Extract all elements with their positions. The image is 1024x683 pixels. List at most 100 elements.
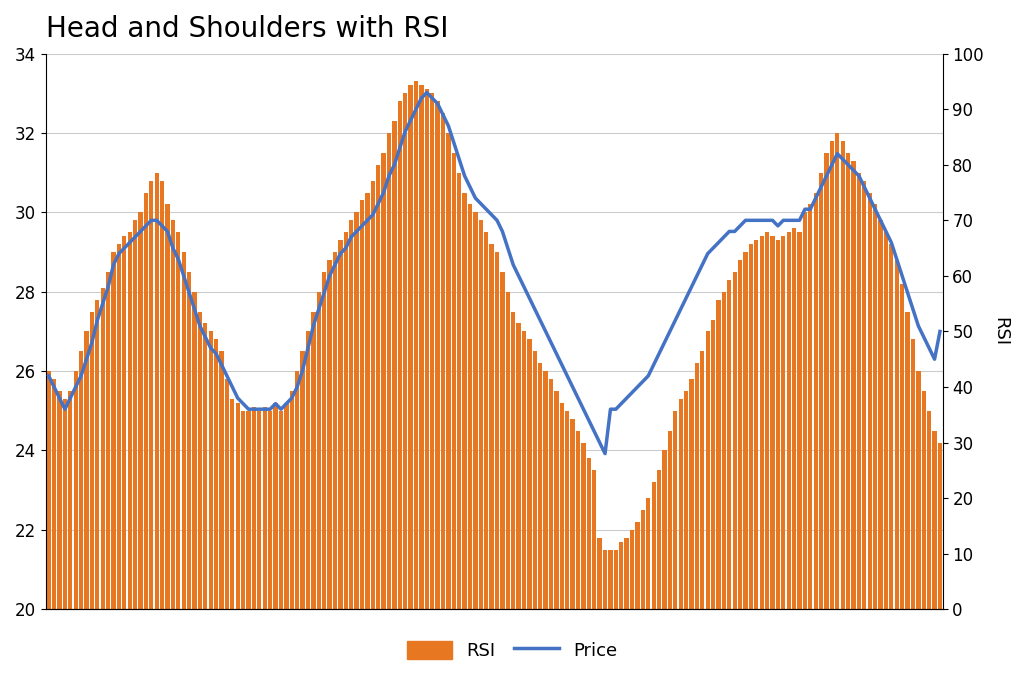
Bar — [829, 141, 835, 609]
Bar — [316, 292, 321, 609]
Bar — [700, 351, 705, 609]
Bar — [354, 212, 358, 609]
Bar — [403, 94, 408, 609]
Bar — [441, 113, 445, 609]
Bar — [554, 391, 559, 609]
Bar — [846, 153, 850, 609]
Bar — [495, 252, 499, 609]
Bar — [641, 510, 645, 609]
Bar — [414, 81, 418, 609]
Bar — [150, 180, 154, 609]
Bar — [613, 550, 618, 609]
Bar — [857, 173, 861, 609]
Bar — [663, 451, 667, 609]
Bar — [657, 471, 662, 609]
Bar — [879, 221, 883, 609]
Bar — [247, 410, 251, 609]
Bar — [311, 311, 315, 609]
Bar — [544, 371, 548, 609]
Bar — [268, 410, 272, 609]
Bar — [506, 292, 510, 609]
Bar — [430, 94, 434, 609]
Bar — [749, 244, 753, 609]
Bar — [668, 430, 672, 609]
Bar — [176, 232, 180, 609]
Bar — [262, 407, 267, 609]
Bar — [933, 430, 937, 609]
Bar — [452, 153, 456, 609]
Bar — [792, 228, 797, 609]
Bar — [565, 410, 569, 609]
Bar — [52, 379, 56, 609]
Bar — [90, 311, 94, 609]
Bar — [592, 471, 596, 609]
Bar — [770, 236, 775, 609]
Bar — [306, 331, 310, 609]
Bar — [214, 339, 218, 609]
Bar — [706, 331, 710, 609]
Bar — [446, 133, 451, 609]
Bar — [138, 212, 142, 609]
Bar — [193, 292, 197, 609]
Bar — [112, 252, 116, 609]
Bar — [717, 300, 721, 609]
Bar — [862, 180, 866, 609]
Bar — [165, 204, 170, 609]
Bar — [252, 407, 256, 609]
Bar — [489, 244, 494, 609]
Bar — [133, 221, 137, 609]
Bar — [781, 236, 785, 609]
Bar — [689, 379, 693, 609]
Bar — [560, 403, 564, 609]
Bar — [608, 550, 612, 609]
Bar — [516, 324, 521, 609]
Bar — [279, 410, 283, 609]
Bar — [895, 260, 899, 609]
Bar — [765, 232, 769, 609]
Bar — [219, 351, 223, 609]
Bar — [484, 232, 488, 609]
Bar — [776, 240, 780, 609]
Bar — [905, 311, 909, 609]
Bar — [549, 379, 553, 609]
Bar — [819, 173, 823, 609]
Bar — [409, 85, 413, 609]
Bar — [884, 232, 888, 609]
Bar — [392, 121, 396, 609]
Bar — [738, 260, 742, 609]
Bar — [62, 399, 67, 609]
Bar — [813, 193, 818, 609]
Bar — [570, 419, 574, 609]
Bar — [171, 221, 175, 609]
Bar — [344, 232, 348, 609]
Bar — [522, 331, 526, 609]
Bar — [798, 232, 802, 609]
Bar — [620, 542, 624, 609]
Bar — [273, 403, 278, 609]
Bar — [203, 324, 208, 609]
Bar — [366, 193, 370, 609]
Bar — [684, 391, 688, 609]
Bar — [117, 244, 121, 609]
Bar — [425, 89, 429, 609]
Bar — [603, 550, 607, 609]
Bar — [463, 193, 467, 609]
Bar — [300, 351, 305, 609]
Bar — [867, 193, 871, 609]
Bar — [57, 391, 61, 609]
Legend: RSI, Price: RSI, Price — [399, 633, 625, 667]
Bar — [694, 363, 699, 609]
Bar — [679, 399, 683, 609]
Y-axis label: RSI: RSI — [991, 317, 1009, 346]
Bar — [501, 272, 505, 609]
Bar — [160, 180, 164, 609]
Bar — [889, 244, 894, 609]
Bar — [122, 236, 126, 609]
Bar — [922, 391, 926, 609]
Bar — [79, 351, 83, 609]
Bar — [359, 201, 365, 609]
Bar — [105, 272, 111, 609]
Bar — [910, 339, 915, 609]
Bar — [376, 165, 380, 609]
Bar — [290, 391, 294, 609]
